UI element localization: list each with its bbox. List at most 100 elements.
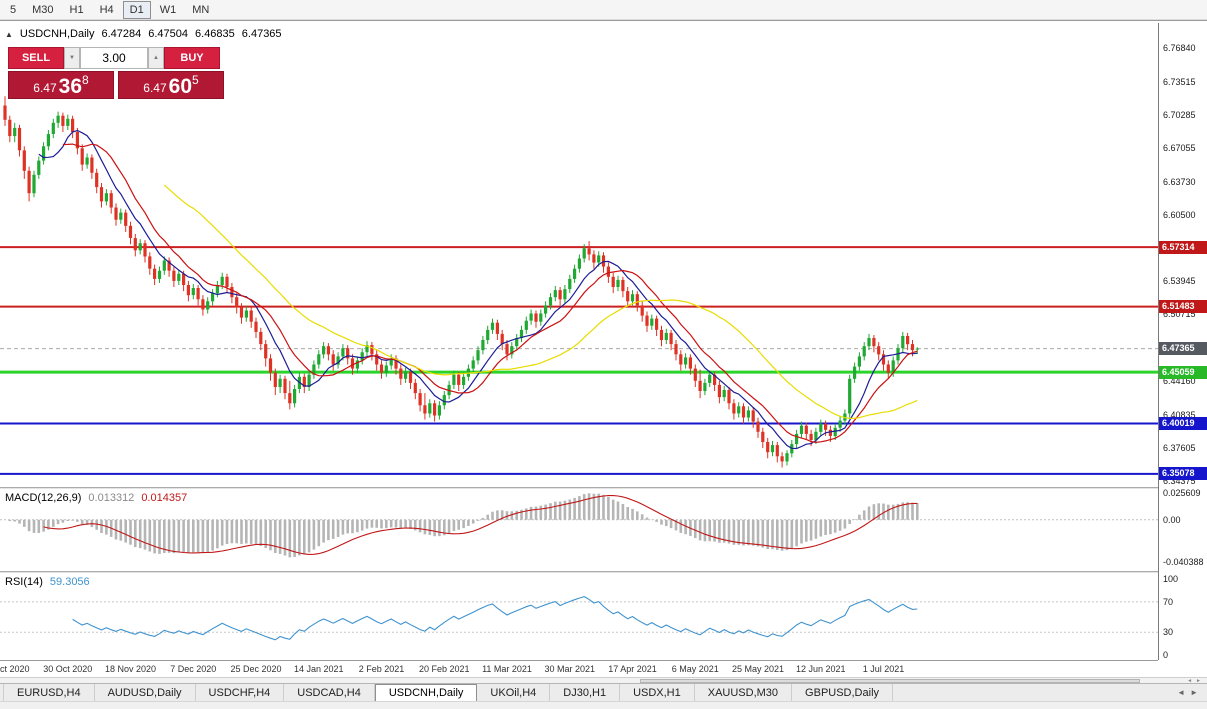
- chevron-down-icon: ▼: [69, 55, 75, 61]
- chart-tab-usdcad-h4[interactable]: USDCAD,H4: [284, 684, 375, 701]
- macd-tick: -0.040388: [1163, 557, 1204, 567]
- date-label: 17 Apr 2021: [608, 664, 657, 674]
- date-label: 20 Feb 2021: [418, 664, 470, 674]
- rsi-value: 59.3056: [49, 576, 90, 588]
- macd-tick: 0.025609: [1163, 488, 1201, 498]
- price-tick: 6.73515: [1163, 77, 1196, 87]
- timeframe-button-h1[interactable]: H1: [69, 3, 84, 16]
- lot-size-input[interactable]: [80, 47, 148, 69]
- price-tick: 6.50715: [1163, 309, 1196, 319]
- timeframe-toolbar: 5 M30 H1 H4 D1 W1 MN: [0, 0, 1207, 20]
- date-label: 1 Jul 2021: [862, 664, 905, 674]
- price-chart-canvas[interactable]: [0, 23, 1158, 487]
- chart-tab-xauusd-m30[interactable]: XAUUSD,M30: [695, 684, 793, 701]
- timeframe-button-h4[interactable]: H4: [99, 3, 114, 16]
- timeframe-button-d1[interactable]: D1: [122, 0, 151, 19]
- date-label: 12 Oct 2020: [0, 664, 30, 674]
- chart-tab-eurusd-h4[interactable]: EURUSD,H4: [3, 684, 95, 701]
- sell-price-big: 36: [58, 75, 83, 98]
- price-badge: 6.57314: [1159, 241, 1207, 254]
- timeframe-button-m30[interactable]: M30: [32, 3, 54, 16]
- sell-button[interactable]: SELL: [8, 47, 64, 69]
- chart-tab-usdx-h1[interactable]: USDX,H1: [620, 684, 695, 701]
- symbol-marker-icon: ▲: [5, 29, 13, 39]
- date-label: 25 Dec 2020: [230, 664, 282, 674]
- chart-tab-dj30-h1[interactable]: DJ30,H1: [550, 684, 621, 701]
- price-badge: 6.40019: [1159, 417, 1207, 430]
- panel-splitter[interactable]: [0, 487, 1207, 489]
- high-value: 6.47504: [148, 28, 189, 40]
- price-tick: 6.34375: [1163, 476, 1196, 486]
- price-tick: 6.76840: [1163, 43, 1196, 53]
- price-badge: 6.51483: [1159, 300, 1207, 313]
- sell-price-prefix: 6.47: [33, 81, 57, 95]
- rsi-label: RSI(14) 59.3056: [5, 576, 90, 588]
- date-label: 18 Nov 2020: [104, 664, 157, 674]
- timeframe-button-mn[interactable]: MN: [192, 3, 210, 16]
- macd-main-value: 0.013312: [88, 492, 135, 504]
- buy-price-prefix: 6.47: [143, 81, 167, 95]
- symbol-period-label: USDCNH,Daily: [19, 28, 95, 40]
- chart-window[interactable]: ▲ USDCNH,Daily 6.47284 6.47504 6.46835 6…: [0, 20, 1207, 684]
- date-label: 2 Feb 2021: [358, 664, 405, 674]
- macd-signal-value: 0.014357: [141, 492, 188, 504]
- price-badge: 6.35078: [1159, 467, 1207, 480]
- chart-tab-usdchf-h4[interactable]: USDCHF,H4: [196, 684, 285, 701]
- horizontal-scrollbar[interactable]: ◄ ►: [0, 677, 1207, 684]
- price-tick: 6.63730: [1163, 177, 1196, 187]
- chart-tab-gbpusd-daily[interactable]: GBPUSD,Daily: [792, 684, 894, 701]
- panel-splitter[interactable]: [0, 571, 1207, 573]
- scrollbar-left-arrow-icon[interactable]: ◄: [1187, 678, 1193, 684]
- rsi-indicator-canvas[interactable]: [0, 573, 1158, 660]
- price-tick: 6.60500: [1163, 210, 1196, 220]
- chart-tab-bar: EURUSD,H4 AUDUSD,Daily USDCHF,H4 USDCAD,H4 U…: [0, 683, 1207, 701]
- price-axis: 6.76840 6.73515 6.70285 6.67055 6.63730 6.605…: [1158, 23, 1207, 660]
- buy-price-big: 60: [168, 75, 193, 98]
- macd-label: MACD(12,26,9) 0.013312 0.014357: [5, 492, 187, 504]
- rsi-tick: 0: [1163, 650, 1169, 660]
- scrollbar-thumb[interactable]: [640, 679, 1140, 683]
- buy-price-pip: 5: [192, 73, 199, 87]
- chart-tabs: EURUSD,H4 AUDUSD,Daily USDCHF,H4 USDCAD,H4 U…: [0, 684, 894, 701]
- sell-price-pip: 8: [82, 73, 89, 87]
- price-tick: 6.67055: [1163, 143, 1196, 153]
- buy-button[interactable]: BUY: [164, 47, 220, 69]
- date-label: 7 Dec 2020: [170, 664, 217, 674]
- close-value: 6.47365: [241, 28, 282, 40]
- price-tick: 6.53945: [1163, 276, 1196, 286]
- tab-scroll-left-icon[interactable]: ◄: [1177, 688, 1186, 697]
- rsi-tick: 70: [1163, 597, 1174, 607]
- price-tick: 6.70285: [1163, 110, 1196, 120]
- price-tick: 6.40835: [1163, 410, 1196, 420]
- date-label: 25 May 2021: [731, 664, 785, 674]
- status-bar: [0, 701, 1207, 709]
- tab-scroll-right-icon[interactable]: ►: [1190, 688, 1198, 697]
- date-label: 11 Mar 2021: [482, 664, 532, 674]
- scrollbar-right-arrow-icon[interactable]: ►: [1196, 678, 1201, 684]
- rsi-name: RSI(14): [5, 576, 43, 588]
- timeframe-button-5[interactable]: 5: [10, 3, 17, 16]
- lot-decrease-button[interactable]: ▼: [64, 47, 80, 69]
- date-label: 30 Oct 2020: [43, 664, 93, 674]
- price-tick: 6.44160: [1163, 376, 1196, 386]
- date-axis: 12 Oct 2020 30 Oct 2020 18 Nov 2020 7 Dec 2…: [0, 660, 1158, 677]
- macd-indicator-canvas[interactable]: [0, 489, 1158, 571]
- lot-increase-button[interactable]: ▲: [148, 47, 164, 69]
- low-value: 6.46835: [195, 28, 235, 40]
- rsi-tick: 100: [1163, 574, 1179, 584]
- date-label: 14 Jan 2021: [293, 664, 344, 674]
- price-badge: 6.45059: [1159, 366, 1207, 379]
- timeframe-button-w1[interactable]: W1: [159, 3, 177, 16]
- chart-tab-ukoil-h4[interactable]: UKOil,H4: [477, 684, 551, 701]
- open-value: 6.47284: [101, 28, 142, 40]
- chevron-up-icon: ▲: [153, 55, 159, 61]
- price-badge: 6.47365: [1159, 342, 1207, 355]
- ohlc-header: ▲ USDCNH,Daily 6.47284 6.47504 6.46835 6…: [5, 28, 282, 40]
- date-label: 30 Mar 2021: [544, 664, 596, 674]
- chart-tab-usdcnh-daily[interactable]: USDCNH,Daily: [374, 684, 478, 701]
- chart-tab-audusd-daily[interactable]: AUDUSD,Daily: [95, 684, 196, 701]
- buy-price-display[interactable]: 6.47 60 5: [118, 71, 224, 99]
- sell-price-display[interactable]: 6.47 36 8: [8, 71, 114, 99]
- macd-tick: 0.00: [1163, 515, 1181, 525]
